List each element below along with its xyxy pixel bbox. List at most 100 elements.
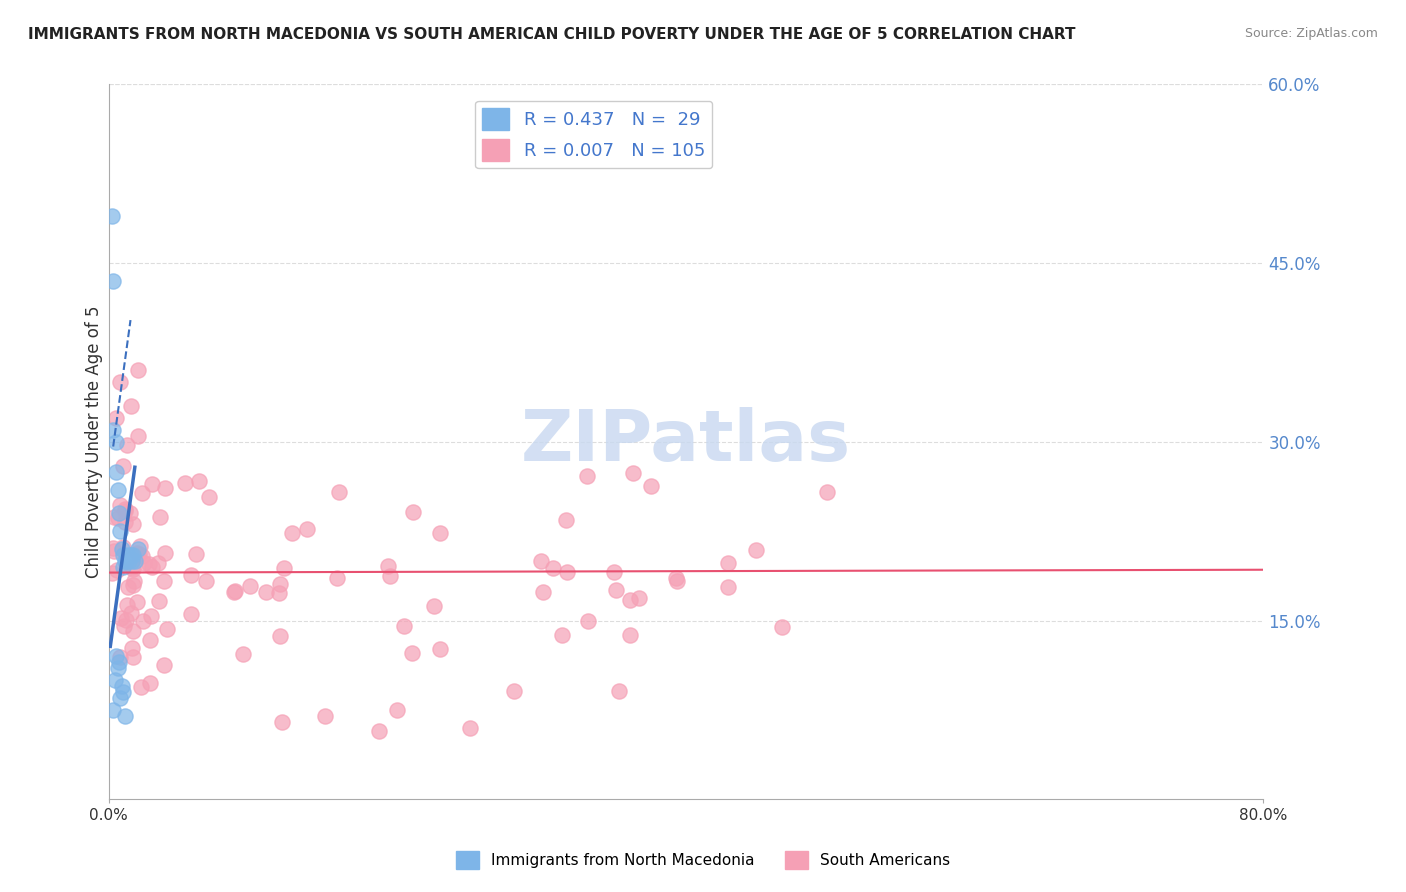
Point [155, 481, 177, 495]
Point [114, 554, 136, 568]
Point [269, 628, 291, 642]
Point [118, 554, 141, 568]
Point [127, 429, 149, 443]
Point [122, 578, 145, 592]
Point [103, 703, 125, 717]
Point [115, 438, 138, 452]
Point [112, 619, 135, 633]
Point [716, 556, 738, 570]
Point [531, 584, 554, 599]
Point [105, 649, 128, 664]
Point [401, 646, 423, 660]
Point [139, 676, 162, 690]
Point [121, 560, 143, 574]
Point [295, 522, 318, 536]
Text: IMMIGRANTS FROM NORTH MACEDONIA VS SOUTH AMERICAN CHILD POVERTY UNDER THE AGE OF: IMMIGRANTS FROM NORTH MACEDONIA VS SOUTH… [28, 27, 1076, 42]
Point [575, 469, 598, 483]
Point [603, 565, 626, 579]
Point [105, 434, 128, 449]
Point [541, 560, 564, 574]
Point [115, 598, 138, 612]
Point [530, 554, 553, 568]
Point [103, 543, 125, 558]
Point [132, 614, 155, 628]
Point [129, 680, 152, 694]
Point [112, 685, 135, 699]
Point [377, 559, 399, 574]
Point [110, 376, 132, 390]
Point [148, 557, 170, 571]
Point [138, 557, 160, 571]
Point [120, 548, 142, 562]
Point [127, 546, 149, 560]
Point [665, 574, 688, 589]
Point [402, 505, 425, 519]
Point [112, 548, 135, 562]
Point [180, 607, 202, 621]
Point [550, 627, 572, 641]
Point [387, 703, 409, 717]
Point [640, 479, 662, 493]
Text: Source: ZipAtlas.com: Source: ZipAtlas.com [1244, 27, 1378, 40]
Point [127, 363, 149, 377]
Point [114, 613, 136, 627]
Point [605, 583, 627, 598]
Point [619, 628, 641, 642]
Point [269, 577, 291, 591]
Point [281, 526, 304, 541]
Text: ZIPatlas: ZIPatlas [522, 408, 851, 476]
Point [745, 543, 768, 558]
Point [503, 684, 526, 698]
Point [232, 647, 254, 661]
Point [429, 642, 451, 657]
Point [122, 548, 145, 562]
Point [314, 709, 336, 723]
Point [717, 580, 740, 594]
Y-axis label: Child Poverty Under the Age of 5: Child Poverty Under the Age of 5 [86, 306, 103, 578]
Legend: R = 0.437   N =  29, R = 0.007   N = 105: R = 0.437 N = 29, R = 0.007 N = 105 [475, 101, 713, 169]
Point [120, 399, 142, 413]
Point [105, 563, 128, 577]
Point [127, 595, 149, 609]
Point [770, 620, 793, 634]
Point [122, 650, 145, 665]
Point [107, 483, 129, 497]
Point [619, 593, 641, 607]
Point [180, 567, 202, 582]
Point [576, 615, 599, 629]
Point [224, 584, 246, 599]
Point [111, 679, 134, 693]
Point [112, 458, 135, 473]
Point [114, 504, 136, 518]
Point [105, 411, 128, 425]
Point [665, 571, 688, 585]
Point [254, 585, 277, 599]
Point [422, 599, 444, 613]
Point [271, 714, 294, 729]
Point [194, 574, 217, 588]
Point [107, 661, 129, 675]
Point [392, 619, 415, 633]
Point [108, 650, 131, 665]
Point [555, 566, 578, 580]
Point [117, 548, 139, 562]
Point [110, 524, 132, 539]
Point [124, 554, 146, 568]
Point [111, 542, 134, 557]
Point [141, 559, 163, 574]
Point [153, 546, 176, 560]
Point [121, 554, 143, 568]
Point [114, 709, 136, 723]
Point [122, 562, 145, 576]
Point [458, 721, 481, 735]
Point [103, 274, 125, 288]
Point [107, 510, 129, 524]
Point [117, 580, 139, 594]
Point [378, 569, 401, 583]
Point [112, 540, 135, 554]
Point [114, 515, 136, 529]
Point [132, 556, 155, 570]
Point [368, 724, 391, 739]
Point [156, 622, 179, 636]
Point [100, 209, 122, 223]
